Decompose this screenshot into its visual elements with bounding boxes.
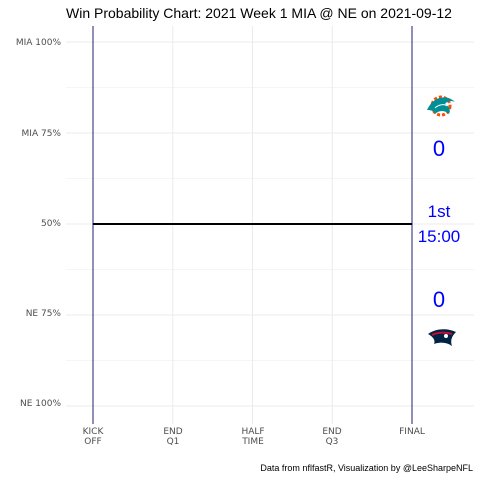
x-tick-label: END	[322, 427, 341, 437]
x-tick-label: TIME	[241, 437, 264, 447]
y-tick-label: NE 75%	[26, 309, 62, 319]
y-axis-ticks: MIA 100% MIA 75% 50% NE 75% NE 100%	[16, 38, 62, 409]
home-score: 0	[433, 287, 445, 312]
chart-caption: Data from nflfastR, Visualization by @Le…	[260, 463, 473, 473]
dolphin-logo-icon	[427, 95, 455, 117]
y-tick-label: MIA 100%	[16, 38, 62, 48]
x-tick-label: Q1	[167, 437, 180, 447]
x-tick-label: KICK	[83, 427, 105, 437]
y-tick-label: MIA 75%	[22, 129, 62, 139]
x-tick-label: Q3	[326, 437, 339, 447]
away-score: 0	[433, 136, 445, 161]
patriot-logo-icon	[428, 329, 456, 346]
x-tick-label: FINAL	[399, 427, 425, 437]
x-tick-label: END	[163, 427, 182, 437]
x-axis-ticks: KICK OFF END Q1 HALF TIME END Q3 FINAL	[83, 427, 425, 447]
x-tick-label: OFF	[84, 437, 101, 447]
game-clock: 15:00	[418, 227, 461, 246]
game-quarter: 1st	[428, 202, 451, 221]
y-tick-label: 50%	[41, 219, 61, 229]
y-tick-label: NE 100%	[20, 399, 61, 409]
x-tick-label: HALF	[241, 427, 264, 437]
chart-title: Win Probability Chart: 2021 Week 1 MIA @…	[66, 5, 452, 21]
